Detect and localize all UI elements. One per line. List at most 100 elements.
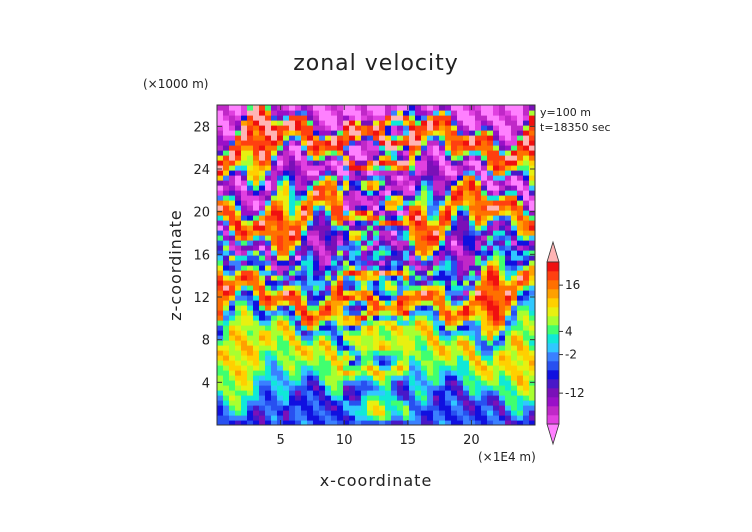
- field-cell: [475, 350, 482, 356]
- field-cell: [427, 220, 434, 226]
- field-cell: [505, 280, 512, 286]
- field-cell: [259, 155, 266, 161]
- field-cell: [241, 345, 248, 351]
- field-cell: [271, 300, 278, 306]
- field-cell: [355, 345, 362, 351]
- field-cell: [355, 240, 362, 246]
- field-cell: [349, 270, 356, 276]
- field-cell: [217, 170, 224, 176]
- field-cell: [235, 210, 242, 216]
- field-cell: [235, 355, 242, 361]
- field-cell: [481, 150, 488, 156]
- field-cell: [427, 395, 434, 401]
- field-cell: [259, 400, 266, 406]
- field-cell: [463, 180, 470, 186]
- field-cell: [217, 265, 224, 271]
- field-cell: [529, 225, 535, 231]
- field-cell: [349, 195, 356, 201]
- field-cell: [427, 205, 434, 211]
- field-cell: [451, 120, 458, 126]
- field-cell: [499, 315, 506, 321]
- field-cell: [457, 415, 464, 421]
- field-cell: [523, 160, 530, 166]
- field-cell: [301, 250, 308, 256]
- field-cell: [511, 355, 518, 361]
- field-cell: [517, 420, 524, 425]
- field-cell: [253, 325, 260, 331]
- field-cell: [361, 220, 368, 226]
- field-cell: [259, 325, 266, 331]
- field-cell: [499, 220, 506, 226]
- field-cell: [421, 110, 428, 116]
- field-cell: [259, 250, 266, 256]
- field-cell: [355, 340, 362, 346]
- field-cell: [397, 330, 404, 336]
- field-cell: [493, 420, 500, 425]
- field-cell: [499, 245, 506, 251]
- field-cell: [433, 140, 440, 146]
- field-cell: [331, 130, 338, 136]
- field-cell: [517, 375, 524, 381]
- field-cell: [499, 105, 506, 111]
- field-cell: [307, 115, 314, 121]
- field-cell: [265, 160, 272, 166]
- field-cell: [229, 215, 236, 221]
- field-cell: [349, 220, 356, 226]
- field-cell: [409, 235, 416, 241]
- field-cell: [511, 270, 518, 276]
- field-cell: [457, 290, 464, 296]
- field-cell: [457, 420, 464, 425]
- field-cell: [463, 335, 470, 341]
- field-cell: [373, 255, 380, 261]
- field-cell: [385, 315, 392, 321]
- field-cell: [217, 290, 224, 296]
- field-cell: [313, 350, 320, 356]
- field-cell: [439, 385, 446, 391]
- field-cell: [445, 260, 452, 266]
- field-cell: [271, 240, 278, 246]
- field-cell: [337, 220, 344, 226]
- field-cell: [451, 340, 458, 346]
- field-cell: [469, 265, 476, 271]
- field-cell: [487, 340, 494, 346]
- field-cell: [379, 405, 386, 411]
- field-cell: [319, 155, 326, 161]
- field-cell: [283, 390, 290, 396]
- field-cell: [379, 340, 386, 346]
- field-cell: [325, 230, 332, 236]
- colorbar-segment: [547, 379, 559, 389]
- field-cell: [265, 245, 272, 251]
- field-cell: [409, 210, 416, 216]
- field-cell: [397, 280, 404, 286]
- field-cell: [235, 220, 242, 226]
- field-cell: [403, 295, 410, 301]
- field-cell: [415, 390, 422, 396]
- field-cell: [349, 410, 356, 416]
- field-cell: [295, 325, 302, 331]
- field-cell: [487, 220, 494, 226]
- field-cell: [403, 375, 410, 381]
- field-cell: [433, 135, 440, 141]
- field-cell: [259, 405, 266, 411]
- field-cell: [235, 240, 242, 246]
- field-cell: [403, 205, 410, 211]
- field-cell: [463, 170, 470, 176]
- field-cell: [481, 130, 488, 136]
- field-cell: [457, 305, 464, 311]
- field-cell: [247, 255, 254, 261]
- field-cell: [253, 180, 260, 186]
- field-cell: [505, 195, 512, 201]
- field-cell: [529, 140, 535, 146]
- field-cell: [409, 325, 416, 331]
- field-cell: [337, 135, 344, 141]
- field-cell: [229, 110, 236, 116]
- field-cell: [295, 300, 302, 306]
- field-cell: [409, 200, 416, 206]
- field-cell: [403, 190, 410, 196]
- field-cell: [469, 360, 476, 366]
- field-cell: [319, 415, 326, 421]
- field-cell: [499, 190, 506, 196]
- field-cell: [295, 330, 302, 336]
- field-cell: [421, 280, 428, 286]
- field-cell: [523, 365, 530, 371]
